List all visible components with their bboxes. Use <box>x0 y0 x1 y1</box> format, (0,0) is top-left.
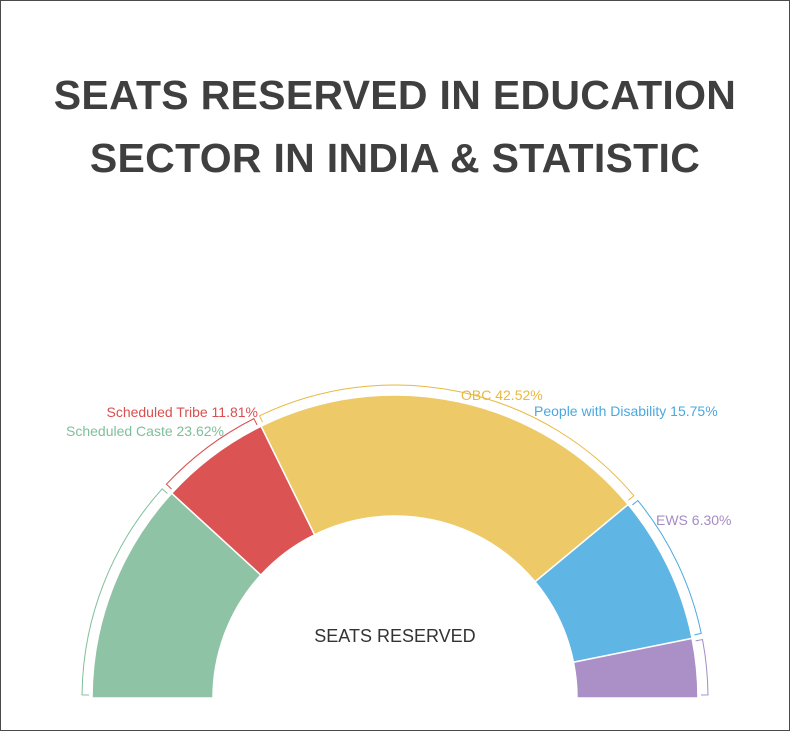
slice-labels: Scheduled Caste 23.62% Scheduled Tribe 11… <box>66 387 731 528</box>
slice-label-ews: EWS 6.30% <box>656 512 731 528</box>
bracket-people-with-disability <box>632 499 702 636</box>
title-line-2: SECTOR IN INDIA & STATISTIC <box>89 135 701 181</box>
bracket-obc <box>258 384 635 501</box>
page-title: SEATS RESERVED IN EDUCATION SECTOR IN IN… <box>0 64 790 190</box>
slice-ews <box>572 637 699 699</box>
slice-obc <box>260 394 630 583</box>
bracket-scheduled-caste <box>81 488 168 696</box>
slice-label-scheduled-tribe: Scheduled Tribe 11.81% <box>106 404 258 420</box>
center-label: SEATS RESERVED <box>314 626 475 646</box>
bracket-ews <box>695 638 709 696</box>
title-line-1: SEATS RESERVED IN EDUCATION <box>53 72 737 118</box>
bracket-scheduled-tribe <box>165 417 258 490</box>
slice-label-obc: OBC 42.52% <box>461 387 543 403</box>
slice-label-scheduled-caste: Scheduled Caste 23.62% <box>66 423 224 439</box>
label-brackets <box>81 384 709 696</box>
chart-slices <box>91 394 699 699</box>
slice-label-people-with-disability: People with Disability 15.75% <box>534 403 718 419</box>
